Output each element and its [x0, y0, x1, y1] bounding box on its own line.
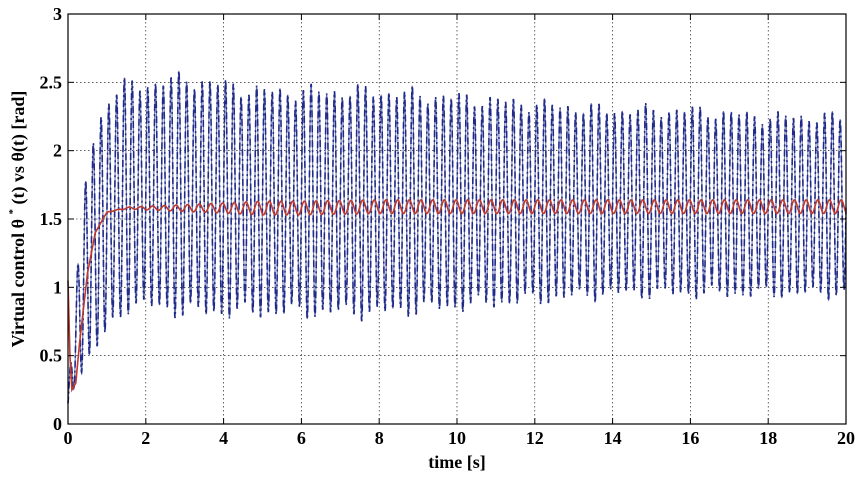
y-axis-label-prefix: Virtual control θ	[8, 219, 28, 347]
x-tick-label: 16	[681, 428, 699, 448]
y-tick-label: 0.5	[40, 346, 63, 366]
y-tick-label: 1.5	[40, 209, 63, 229]
y-tick-label: 1	[53, 277, 62, 297]
series-theta-star-line	[67, 70, 847, 404]
x-tick-label: 20	[837, 428, 855, 448]
x-axis-label: time [s]	[428, 452, 485, 472]
y-axis-label-suffix: (t) vs θ(t) [rad]	[8, 91, 29, 205]
x-tick-label: 0	[64, 428, 73, 448]
x-tick-label: 18	[759, 428, 777, 448]
y-tick-label: 2	[53, 141, 62, 161]
x-tick-label: 14	[604, 428, 622, 448]
x-tick-label: 4	[219, 428, 228, 448]
x-tick-label: 12	[526, 428, 544, 448]
y-axis-label-superscript: *	[7, 208, 19, 214]
x-axis-ticks: 0 2 4 6 8 10 12 14 16 18 20	[64, 14, 855, 448]
x-tick-label: 8	[375, 428, 384, 448]
y-tick-label: 0	[53, 414, 62, 434]
x-tick-label: 2	[141, 428, 150, 448]
x-tick-label: 10	[448, 428, 466, 448]
x-tick-label: 6	[297, 428, 306, 448]
series-theta-star	[67, 70, 847, 404]
y-axis-label: Virtual control θ * (t) vs θ(t) [rad]	[0, 91, 29, 348]
y-axis-ticks: 0 0.5 1 1.5 2 2.5 3	[40, 4, 846, 434]
y-tick-label: 3	[53, 4, 62, 24]
series-theta	[67, 199, 847, 393]
series-theta-line	[67, 199, 847, 393]
y-tick-label: 2.5	[40, 72, 63, 92]
